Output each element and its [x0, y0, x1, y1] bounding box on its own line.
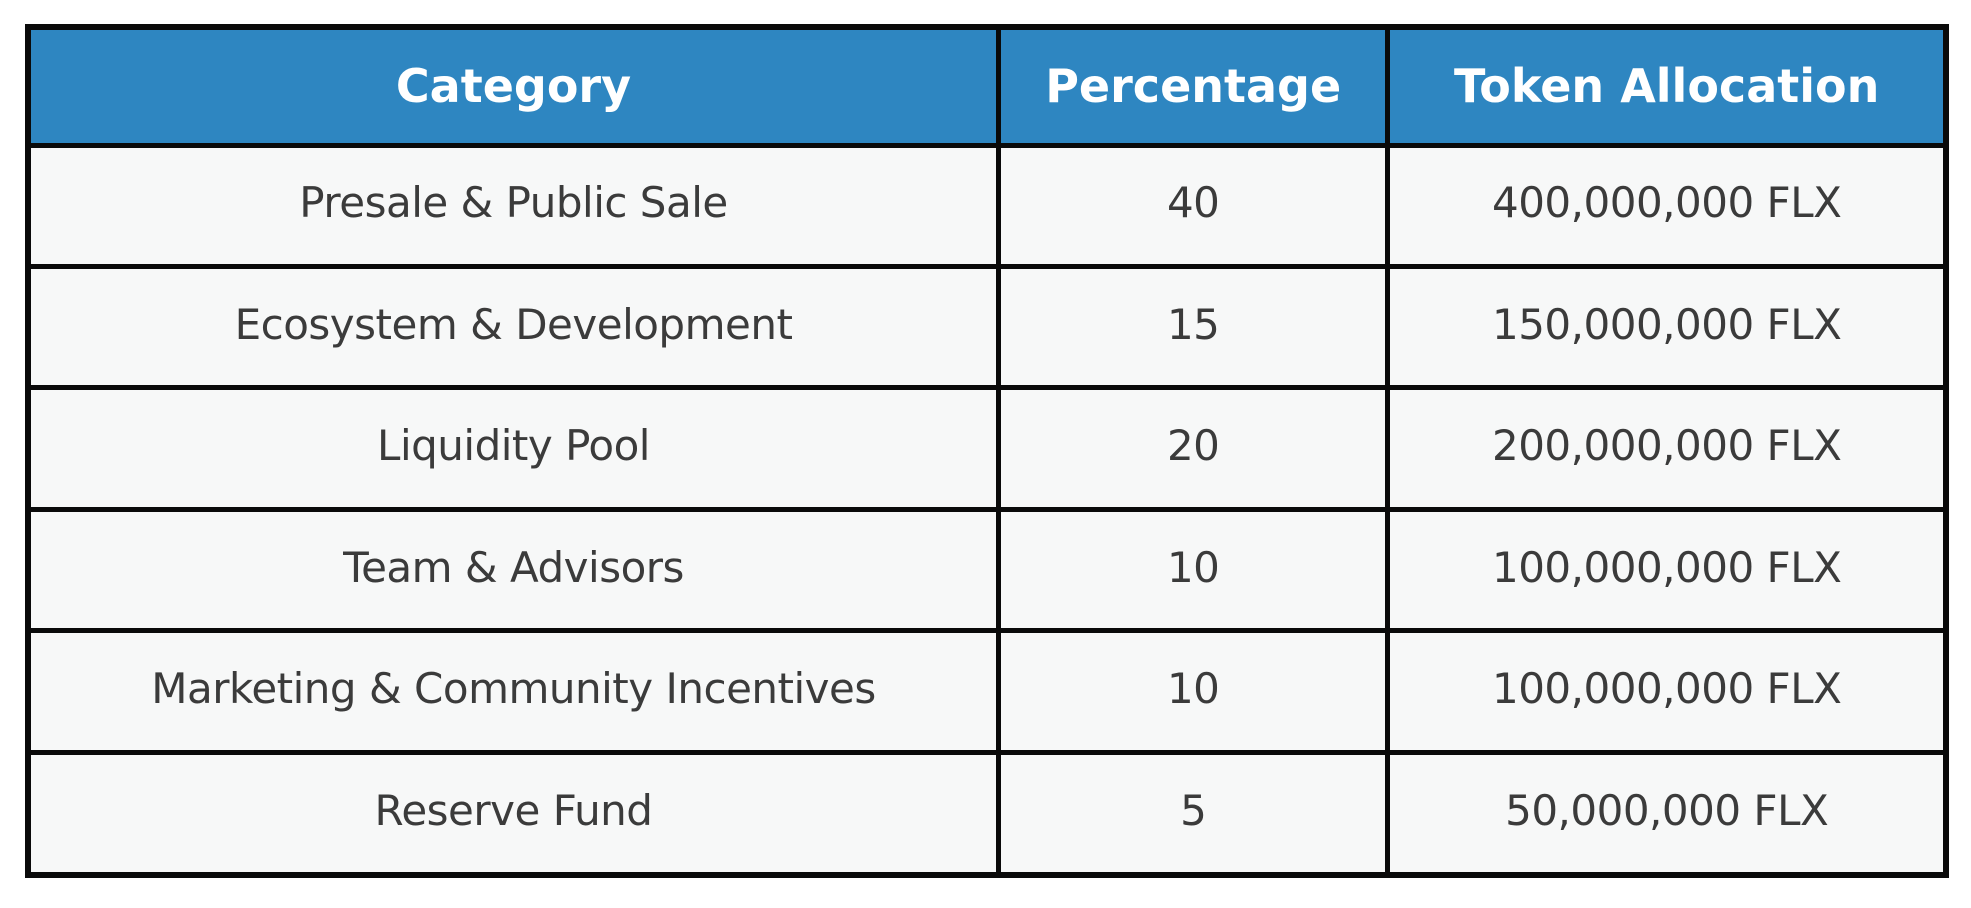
header-category: Category	[25, 24, 1002, 148]
cell-percentage: 5	[996, 749, 1391, 878]
cell-category: Ecosystem & Development	[25, 263, 1002, 391]
cell-allocation: 200,000,000 FLX	[1385, 385, 1949, 512]
cell-category: Presale & Public Sale	[25, 142, 1002, 269]
cell-allocation: 150,000,000 FLX	[1385, 263, 1949, 391]
cell-category: Team & Advisors	[25, 506, 1002, 634]
cell-allocation: 100,000,000 FLX	[1385, 506, 1949, 634]
table-row: Marketing & Community Incentives 10 100,00…	[25, 628, 1949, 755]
token-allocation-table-container: Category Percentage Token Allocation Pre…	[25, 24, 1949, 878]
header-percentage: Percentage	[996, 24, 1391, 148]
cell-category: Reserve Fund	[25, 749, 1002, 878]
cell-allocation: 100,000,000 FLX	[1385, 628, 1949, 755]
table-row: Liquidity Pool 20 200,000,000 FLX	[25, 385, 1949, 512]
cell-allocation: 400,000,000 FLX	[1385, 142, 1949, 269]
table-row: Presale & Public Sale 40 400,000,000 FLX	[25, 142, 1949, 269]
header-token-allocation: Token Allocation	[1385, 24, 1949, 148]
cell-category: Marketing & Community Incentives	[25, 628, 1002, 755]
cell-percentage: 10	[996, 628, 1391, 755]
cell-allocation: 50,000,000 FLX	[1385, 749, 1949, 878]
table-body: Presale & Public Sale 40 400,000,000 FLX Ec…	[25, 142, 1949, 878]
cell-percentage: 15	[996, 263, 1391, 391]
token-allocation-table: Category Percentage Token Allocation Pre…	[25, 24, 1949, 878]
cell-percentage: 20	[996, 385, 1391, 512]
cell-percentage: 40	[996, 142, 1391, 269]
cell-percentage: 10	[996, 506, 1391, 634]
header-row: Category Percentage Token Allocation	[25, 24, 1949, 148]
table-row: Team & Advisors 10 100,000,000 FLX	[25, 506, 1949, 634]
table-row: Reserve Fund 5 50,000,000 FLX	[25, 749, 1949, 878]
table-row: Ecosystem & Development 15 150,000,000 FLX	[25, 263, 1949, 391]
cell-category: Liquidity Pool	[25, 385, 1002, 512]
